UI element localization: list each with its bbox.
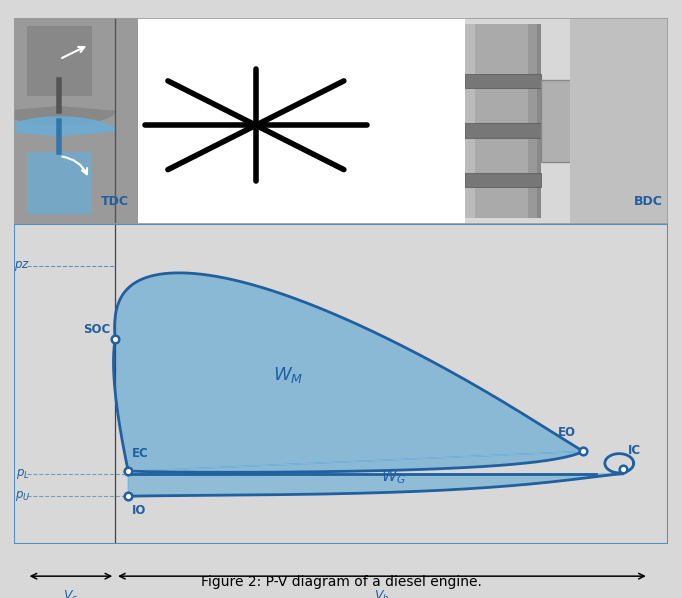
Text: IC: IC <box>627 444 641 457</box>
FancyBboxPatch shape <box>465 74 541 88</box>
FancyBboxPatch shape <box>138 18 465 224</box>
FancyBboxPatch shape <box>27 152 92 214</box>
Text: Figure 2: P-V diagram of a diesel engine.: Figure 2: P-V diagram of a diesel engine… <box>201 575 481 589</box>
Text: EC: EC <box>132 447 148 460</box>
Wedge shape <box>3 106 117 125</box>
FancyBboxPatch shape <box>570 18 668 224</box>
FancyBboxPatch shape <box>541 80 668 163</box>
Wedge shape <box>3 117 117 136</box>
Text: TDC: TDC <box>101 196 129 208</box>
FancyBboxPatch shape <box>475 24 528 218</box>
Text: $p_L$: $p_L$ <box>16 467 30 481</box>
FancyBboxPatch shape <box>465 123 541 138</box>
FancyBboxPatch shape <box>465 24 475 218</box>
Text: IO: IO <box>132 504 146 517</box>
Text: $V_h$: $V_h$ <box>374 589 389 598</box>
Text: $V_c$: $V_c$ <box>63 589 78 598</box>
Text: $W_G$: $W_G$ <box>381 468 406 486</box>
FancyBboxPatch shape <box>27 26 92 96</box>
Text: $p_U$: $p_U$ <box>14 489 30 503</box>
FancyBboxPatch shape <box>537 24 541 218</box>
FancyBboxPatch shape <box>14 18 138 224</box>
Text: BDC: BDC <box>634 196 663 208</box>
FancyBboxPatch shape <box>465 173 541 187</box>
Text: $pz$: $pz$ <box>14 259 30 273</box>
Text: $W_M$: $W_M$ <box>273 365 303 385</box>
Polygon shape <box>113 273 583 472</box>
FancyBboxPatch shape <box>528 24 537 218</box>
Polygon shape <box>128 471 623 496</box>
Text: SOC: SOC <box>83 324 110 336</box>
Text: EO: EO <box>558 426 576 440</box>
